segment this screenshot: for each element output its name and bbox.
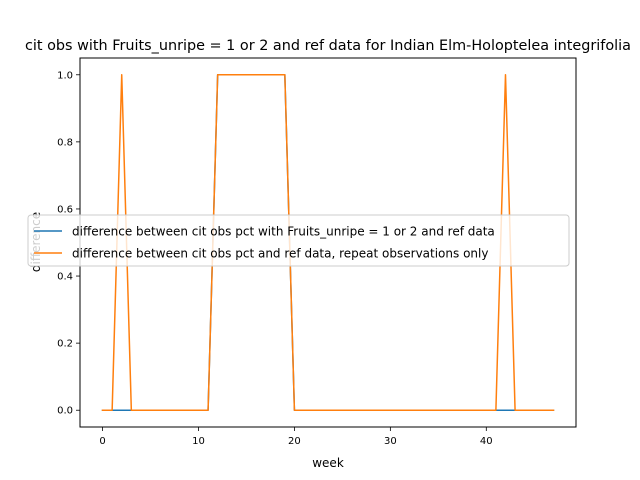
- y-tick-label: 0.0: [57, 406, 73, 417]
- y-tick-label: 0.4: [57, 272, 73, 283]
- y-tick-label: 0.2: [57, 339, 73, 350]
- x-tick-label: 30: [384, 436, 397, 447]
- legend-label-series-2: difference between cit obs pct and ref d…: [72, 247, 488, 261]
- y-tick-label: 0.6: [57, 204, 73, 215]
- x-axis: 0 10 20 30 40: [99, 427, 493, 447]
- series-line-2: [101, 74, 555, 411]
- x-tick-label: 0: [99, 436, 105, 447]
- y-tick-label: 0.8: [57, 137, 73, 148]
- legend-frame: [27, 214, 570, 267]
- legend-label-series-1: difference between cit obs pct with Frui…: [72, 225, 495, 239]
- x-tick-label: 20: [288, 436, 301, 447]
- x-tick-label: 10: [192, 436, 205, 447]
- x-axis-label: week: [312, 456, 344, 470]
- legend: difference between cit obs pct with Frui…: [27, 214, 570, 267]
- y-tick-label: 1.0: [57, 70, 73, 81]
- series-layer: [101, 74, 555, 411]
- y-axis: 0.0 0.2 0.4 0.6 0.8 1.0: [57, 70, 80, 417]
- x-tick-label: 40: [480, 436, 493, 447]
- chart-title: cit obs with Fruits_unripe = 1 or 2 and …: [25, 38, 631, 54]
